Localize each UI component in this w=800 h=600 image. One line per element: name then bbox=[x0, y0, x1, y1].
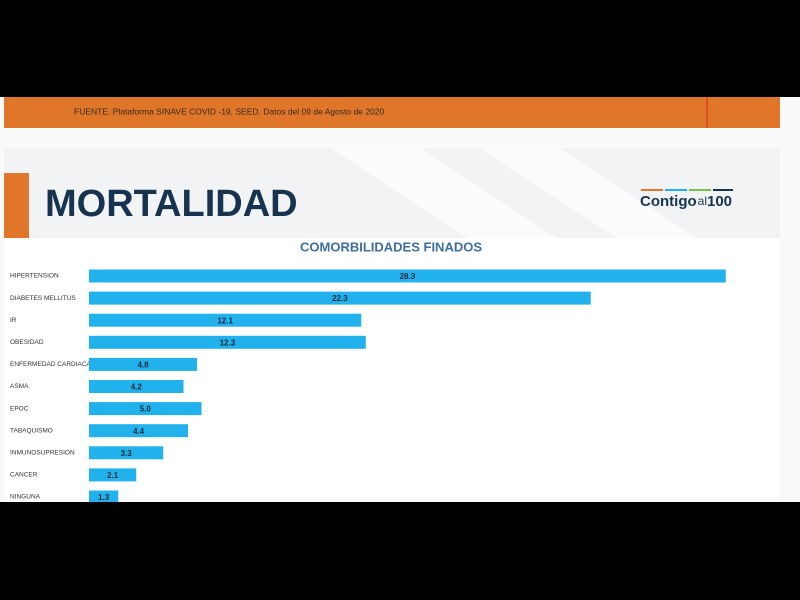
value-label: 5.0 bbox=[140, 405, 152, 414]
bar bbox=[89, 468, 137, 482]
logo-stripe bbox=[713, 189, 733, 191]
logo-number: 100 bbox=[707, 193, 732, 210]
category-label: TABAQUISMO bbox=[10, 427, 53, 434]
bar bbox=[89, 357, 197, 371]
logo-small: al bbox=[698, 194, 707, 208]
category-label: DIABETES MELLITUS bbox=[10, 295, 76, 302]
logo-stripe bbox=[689, 189, 711, 191]
logo-text: Contigoal100 bbox=[640, 193, 732, 210]
source-text: FUENTE. Plataforma SINAVE COVID -19, SEE… bbox=[74, 106, 385, 116]
chart-title: COMORBILIDADES FINADOS bbox=[300, 239, 482, 254]
value-label: 28.3 bbox=[400, 272, 416, 281]
value-label: 4.4 bbox=[133, 427, 145, 436]
value-label: 1.3 bbox=[98, 493, 110, 502]
category-label: OBESIDAD bbox=[10, 339, 44, 346]
value-label: 4.2 bbox=[131, 383, 143, 392]
value-label: 4.8 bbox=[137, 361, 149, 370]
source-band bbox=[4, 97, 780, 128]
logo-word: Contigo bbox=[640, 193, 697, 210]
bg-stripe bbox=[480, 148, 700, 240]
bar bbox=[89, 313, 362, 327]
category-label: EPOC bbox=[10, 405, 29, 412]
category-label: ENFERMEDAD CARDIACA bbox=[10, 361, 92, 368]
title-accent bbox=[4, 173, 29, 238]
category-label: NINGUNA bbox=[10, 494, 41, 501]
category-label: INMUNOSUPRESION bbox=[10, 450, 75, 457]
slide-title: MORTALIDAD bbox=[45, 183, 298, 225]
bar bbox=[89, 402, 202, 416]
value-label: 2.1 bbox=[107, 471, 119, 480]
category-label: ASMA bbox=[10, 383, 29, 390]
category-label: HIPERTENSION bbox=[10, 273, 59, 280]
logo-stripe bbox=[665, 189, 687, 191]
bar bbox=[89, 269, 726, 283]
bar bbox=[89, 446, 164, 460]
category-label: CANCER bbox=[10, 472, 38, 479]
value-label: 22.3 bbox=[332, 294, 348, 303]
bar bbox=[89, 490, 119, 502]
logo-stripe bbox=[641, 189, 663, 191]
value-label: 12.3 bbox=[220, 338, 236, 347]
bar bbox=[89, 424, 188, 438]
bar bbox=[89, 380, 184, 393]
bar bbox=[89, 291, 591, 305]
slide: FUENTE. Plataforma SINAVE COVID -19, SEE… bbox=[0, 97, 800, 502]
bg-stripe bbox=[330, 148, 560, 240]
value-label: 12.1 bbox=[217, 316, 233, 325]
category-label: IR bbox=[10, 317, 17, 324]
value-label: 3.3 bbox=[121, 449, 133, 458]
logo: Contigoal100 bbox=[640, 189, 733, 210]
bar bbox=[89, 335, 366, 349]
